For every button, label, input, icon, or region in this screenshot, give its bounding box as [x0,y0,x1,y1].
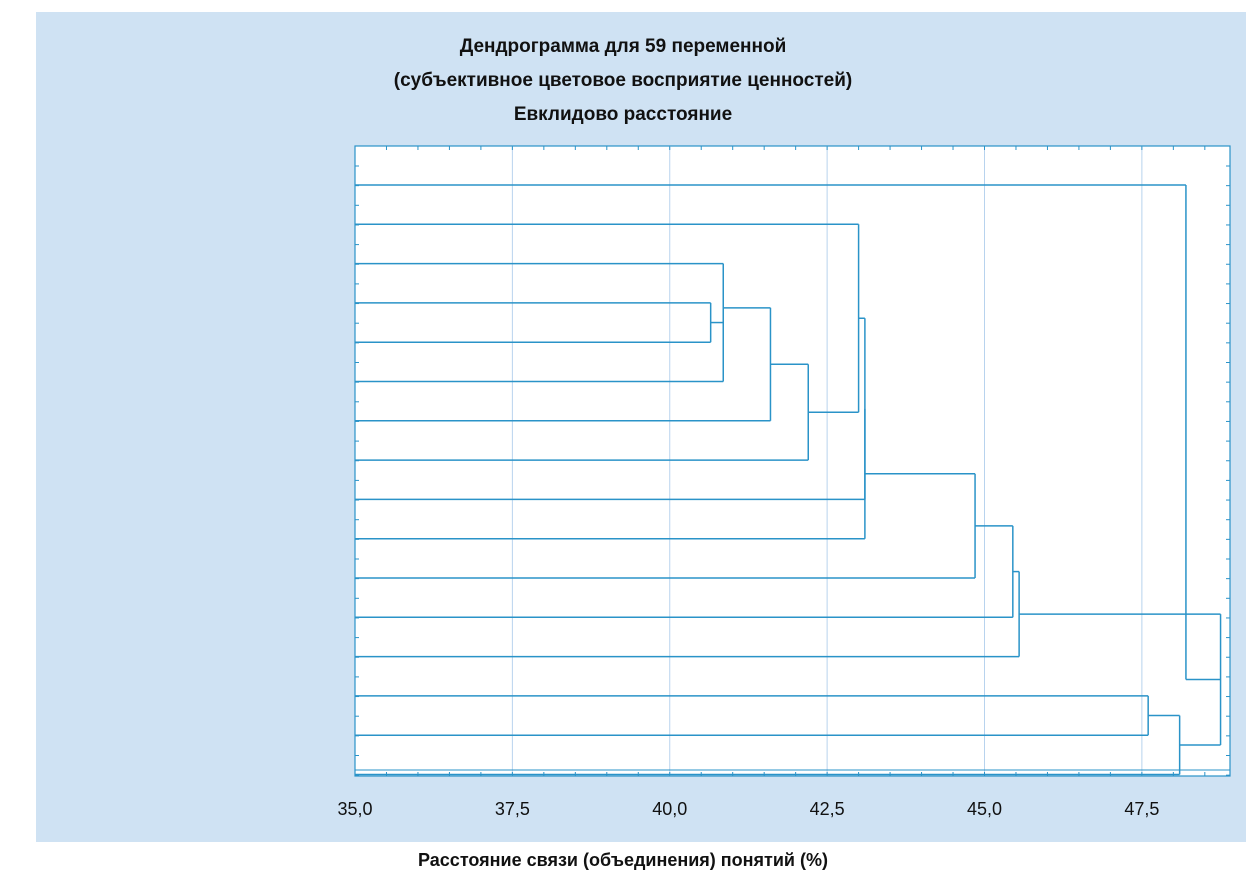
x-tick-label-3: 42,5 [810,799,845,819]
plot-area [354,145,1231,777]
x-tick-label-1: 37,5 [495,799,530,819]
x-tick-label-5: 47,5 [1124,799,1159,819]
x-axis-label: Расстояние связи (объединения) понятий (… [418,850,828,870]
x-tick-label-4: 45,0 [967,799,1002,819]
chart-subtitle: (субъективное цветовое восприятие ценнос… [393,70,853,91]
x-tick-label-2: 40,0 [652,799,687,819]
x-tick-label-0: 35,0 [337,799,372,819]
chart-subtitle-distance: Евклидово расстояние [513,104,733,125]
chart-title: Дендрограмма для 59 переменной [459,36,787,57]
